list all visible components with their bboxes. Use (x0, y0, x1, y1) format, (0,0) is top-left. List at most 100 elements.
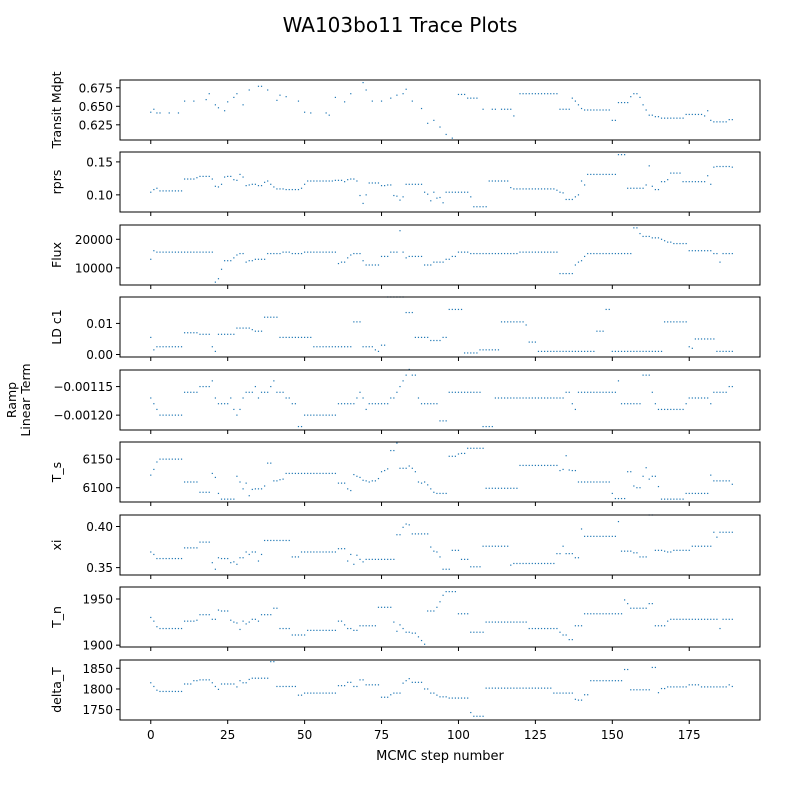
trace-point (304, 634, 306, 636)
trace-point (457, 93, 460, 96)
trace-point (316, 346, 318, 348)
trace-point (294, 556, 296, 558)
trace-point (485, 687, 487, 689)
trace-point (371, 558, 373, 560)
trace-point (728, 165, 730, 168)
trace-point (245, 551, 247, 553)
trace-point (304, 111, 306, 113)
trace-point (270, 661, 272, 663)
trace-point (553, 188, 555, 190)
trace-point (719, 531, 721, 533)
trace-point (467, 251, 469, 253)
trace-point (657, 485, 660, 488)
trace-point (685, 549, 687, 551)
trace-point (694, 181, 696, 183)
x-tick-label: 175 (678, 728, 701, 742)
trace-point (664, 181, 666, 183)
trace-point (602, 613, 604, 615)
trace-point (611, 350, 613, 352)
trace-point (568, 469, 570, 471)
trace-point (257, 85, 260, 87)
trace-point (230, 619, 232, 621)
x-tick-label: 75 (374, 728, 389, 742)
trace-point (199, 679, 201, 681)
trace-point (534, 397, 536, 399)
trace-point (525, 93, 527, 95)
trace-point (636, 403, 638, 405)
trace-point (362, 346, 364, 348)
trace-point (239, 173, 241, 176)
trace-point (337, 685, 340, 687)
trace-point (264, 485, 266, 487)
trace-point (356, 629, 358, 631)
trace-point (476, 715, 478, 717)
trace-point (350, 627, 352, 630)
trace-point (282, 539, 284, 542)
trace-point (556, 350, 558, 352)
trace-point (537, 188, 540, 190)
trace-point (537, 350, 540, 352)
trace-point (430, 610, 432, 612)
trace-point (719, 350, 721, 352)
trace-point (491, 252, 493, 255)
trace-point (153, 553, 155, 556)
trace-point (196, 391, 198, 393)
trace-points (150, 591, 733, 645)
trace-point (460, 251, 463, 253)
trace-point (393, 194, 395, 197)
trace-point (454, 255, 456, 258)
trace-point (196, 680, 198, 682)
trace-point (540, 251, 543, 253)
trace-point (531, 397, 533, 399)
trace-point (667, 551, 669, 553)
trace-point (642, 607, 644, 609)
trace-point (574, 196, 576, 198)
trace-point (270, 252, 272, 255)
trace-point (688, 684, 690, 686)
trace-point (516, 397, 518, 399)
trace-point (239, 327, 241, 329)
trace-point (497, 545, 500, 547)
trace-point (267, 252, 269, 255)
trace-point (439, 556, 441, 558)
trace-point (685, 113, 687, 116)
trace-point (624, 550, 626, 552)
trace-point (245, 327, 247, 329)
trace-point (325, 180, 327, 182)
trace-point (550, 93, 552, 95)
trace-point (544, 562, 546, 565)
y-tick-label: 6150 (82, 453, 113, 467)
trace-point (214, 185, 216, 187)
trace-point (497, 687, 500, 689)
trace-point (353, 563, 355, 565)
trace-point (359, 476, 361, 479)
trace-point (670, 321, 672, 323)
trace-point (270, 539, 272, 542)
trace-point (593, 350, 595, 352)
trace-point (697, 618, 700, 620)
trace-point (534, 562, 536, 565)
trace-point (322, 346, 324, 348)
trace-point (667, 498, 669, 500)
trace-point (550, 397, 552, 399)
trace-point (273, 380, 275, 382)
trace-point (531, 341, 533, 343)
trace-point (728, 480, 730, 482)
trace-point (208, 333, 210, 335)
trace-point (719, 391, 721, 393)
trace-point (251, 183, 253, 185)
trace-point (325, 112, 327, 114)
trace-point (679, 408, 681, 411)
trace-point (639, 556, 641, 558)
trace-point (639, 403, 641, 405)
trace-point (402, 251, 404, 253)
trace-point (670, 498, 672, 500)
trace-point (442, 336, 444, 339)
trace-point (224, 610, 226, 612)
y-tick-label: 10000 (75, 261, 113, 275)
trace-point (580, 260, 583, 262)
trace-point (602, 391, 604, 393)
trace-point (719, 686, 721, 688)
